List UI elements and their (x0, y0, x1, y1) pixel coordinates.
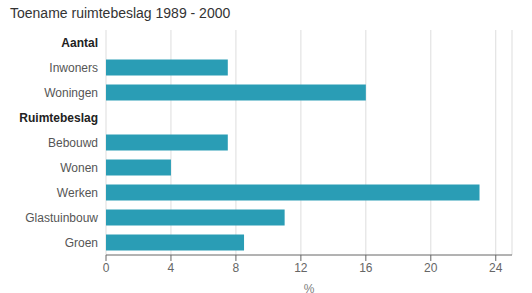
svg-text:Ruimtebeslag: Ruimtebeslag (19, 111, 98, 125)
svg-text:20: 20 (424, 261, 438, 275)
svg-text:16: 16 (359, 261, 373, 275)
svg-text:Aantal: Aantal (61, 36, 98, 50)
svg-text:Wonen: Wonen (60, 161, 98, 175)
svg-text:4: 4 (168, 261, 175, 275)
svg-text:Werken: Werken (57, 186, 98, 200)
html-text:Toename ruimtebeslag 1989 - 20: Toename ruimtebeslag 1989 - 2000 (10, 5, 231, 21)
svg-text:24: 24 (489, 261, 503, 275)
svg-text:12: 12 (294, 261, 308, 275)
svg-text:Woningen: Woningen (44, 86, 98, 100)
svg-text:Glastuinbouw: Glastuinbouw (25, 211, 98, 225)
svg-text:%: % (304, 282, 315, 293)
svg-text:0: 0 (103, 261, 110, 275)
svg-text:Groen: Groen (65, 236, 98, 250)
svg-text:8: 8 (233, 261, 240, 275)
svg-text:Bebouwd: Bebouwd (48, 136, 98, 150)
svg-text:Inwoners: Inwoners (49, 61, 98, 75)
